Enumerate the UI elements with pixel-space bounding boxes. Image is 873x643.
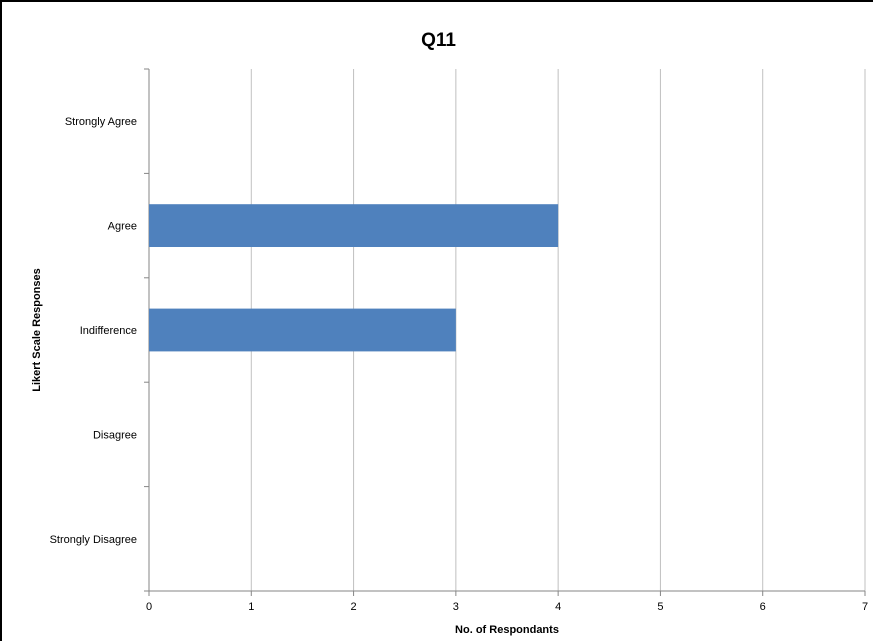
y-tick-label-4: Strongly Disagree [50,534,137,546]
x-tick-label-2: 2 [351,601,357,613]
y-tick-label-1: Agree [108,221,137,233]
x-axis-title: No. of Respondants [455,624,559,636]
y-tick-label-3: Disagree [93,429,137,441]
x-tick-label-0: 0 [146,601,152,613]
x-tick-label-1: 1 [248,601,254,613]
x-tick-label-4: 4 [555,601,561,613]
x-tick-label-6: 6 [760,601,766,613]
y-tick-label-2: Indifference [80,325,137,337]
chart-title: Q11 [421,30,456,51]
y-tick-label-0: Strongly Agree [65,116,137,128]
x-tick-label-5: 5 [657,601,663,613]
x-tick-label-7: 7 [862,601,868,613]
bar-2 [149,308,456,352]
bar-1 [149,204,559,248]
y-axis-title: Likert Scale Responses [31,268,43,392]
x-tick-label-3: 3 [453,601,459,613]
